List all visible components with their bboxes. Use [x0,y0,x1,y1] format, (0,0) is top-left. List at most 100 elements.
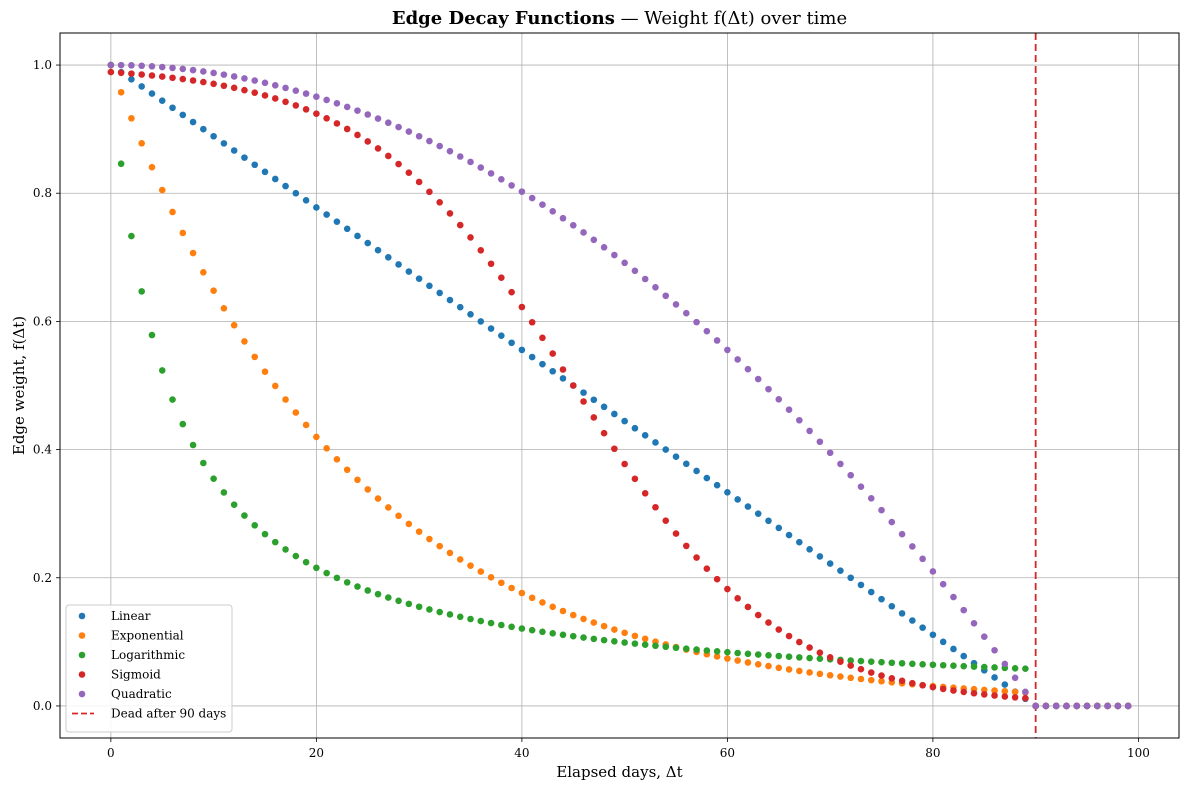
data-point [590,236,598,244]
data-point [364,486,372,493]
data-point [426,282,433,290]
data-point [148,72,156,79]
data-point [641,641,649,649]
data-point [210,69,217,77]
data-point [672,644,680,652]
x-tick-label: 20 [309,746,324,760]
data-point [611,626,618,633]
data-point [713,653,721,660]
data-point [261,530,269,538]
data-point [775,626,783,633]
data-point [857,657,865,665]
data-point [467,158,474,166]
data-point [734,649,741,657]
data-point [354,583,361,590]
data-point [590,396,598,404]
data-point [210,475,217,482]
data-point [1001,693,1009,700]
data-point [446,296,454,304]
data-point [980,663,988,671]
data-point [652,284,659,291]
data-point [796,416,803,424]
data-point [826,654,834,661]
data-point [600,403,608,411]
data-point [508,339,515,347]
data-point [857,483,865,491]
chart-title-rest: — Weight f(Δt) over time [615,8,847,29]
data-point [878,506,885,514]
data-point [929,661,937,669]
data-point [220,82,228,90]
data-point [929,568,937,575]
data-point [169,208,176,216]
data-point [806,427,813,435]
data-point [518,188,526,195]
data-point [826,449,834,457]
data-point [590,635,598,643]
data-point [621,259,628,267]
data-point [446,549,454,557]
data-point [456,153,464,160]
data-point [703,327,711,335]
data-point [888,659,896,667]
data-point [662,517,670,524]
data-point [569,632,577,640]
legend-label: Exponential [111,629,184,643]
data-point [796,667,803,675]
data-point [693,467,700,475]
data-point [816,670,824,678]
data-point [847,574,854,582]
data-point [436,289,443,297]
data-point [929,683,937,691]
data-point [539,599,546,606]
data-point [847,471,854,479]
axis-labels: Elapsed days, Δt Edge weight, f(Δt) [10,316,683,781]
data-point [867,495,875,502]
data-point [148,331,156,339]
data-point [580,389,587,396]
data-point [528,626,536,634]
y-tick-label: 0.4 [33,443,52,457]
data-point [796,538,803,546]
data-point [282,546,289,553]
data-point [970,663,978,670]
y-tick-label: 0.0 [33,699,52,713]
data-point [518,346,526,354]
data-point [230,501,238,508]
data-point [128,62,135,69]
data-point [939,661,947,669]
data-point [559,214,567,222]
x-tick-label: 60 [720,746,735,760]
data-point [313,433,320,441]
axis-ticks: 0 20 40 60 80 100 0.0 0.2 0.4 0.6 0.8 1.0 [33,58,1150,760]
data-point [1073,702,1081,710]
data-point [271,82,279,89]
data-point [477,247,485,254]
data-point [385,254,392,261]
data-point [395,123,402,131]
data-point [333,218,341,226]
data-point [641,635,649,643]
legend-marker [78,690,86,698]
data-point [148,90,156,97]
data-point [158,186,166,194]
data-point [282,182,289,190]
data-point [148,63,156,70]
legend-marker [78,632,86,639]
data-point [847,657,854,664]
data-point [1083,702,1091,710]
data-point [292,189,300,197]
data-point [528,194,536,202]
data-point [261,79,269,87]
data-point [847,674,854,682]
data-point [960,652,968,660]
data-point [539,334,546,342]
data-point [867,658,875,665]
data-point [148,163,156,171]
data-point [816,655,824,662]
x-axis-label: Elapsed days, Δt [556,763,682,781]
data-point [385,594,392,601]
data-point [313,110,320,117]
data-point [713,648,721,655]
data-point [241,86,248,94]
